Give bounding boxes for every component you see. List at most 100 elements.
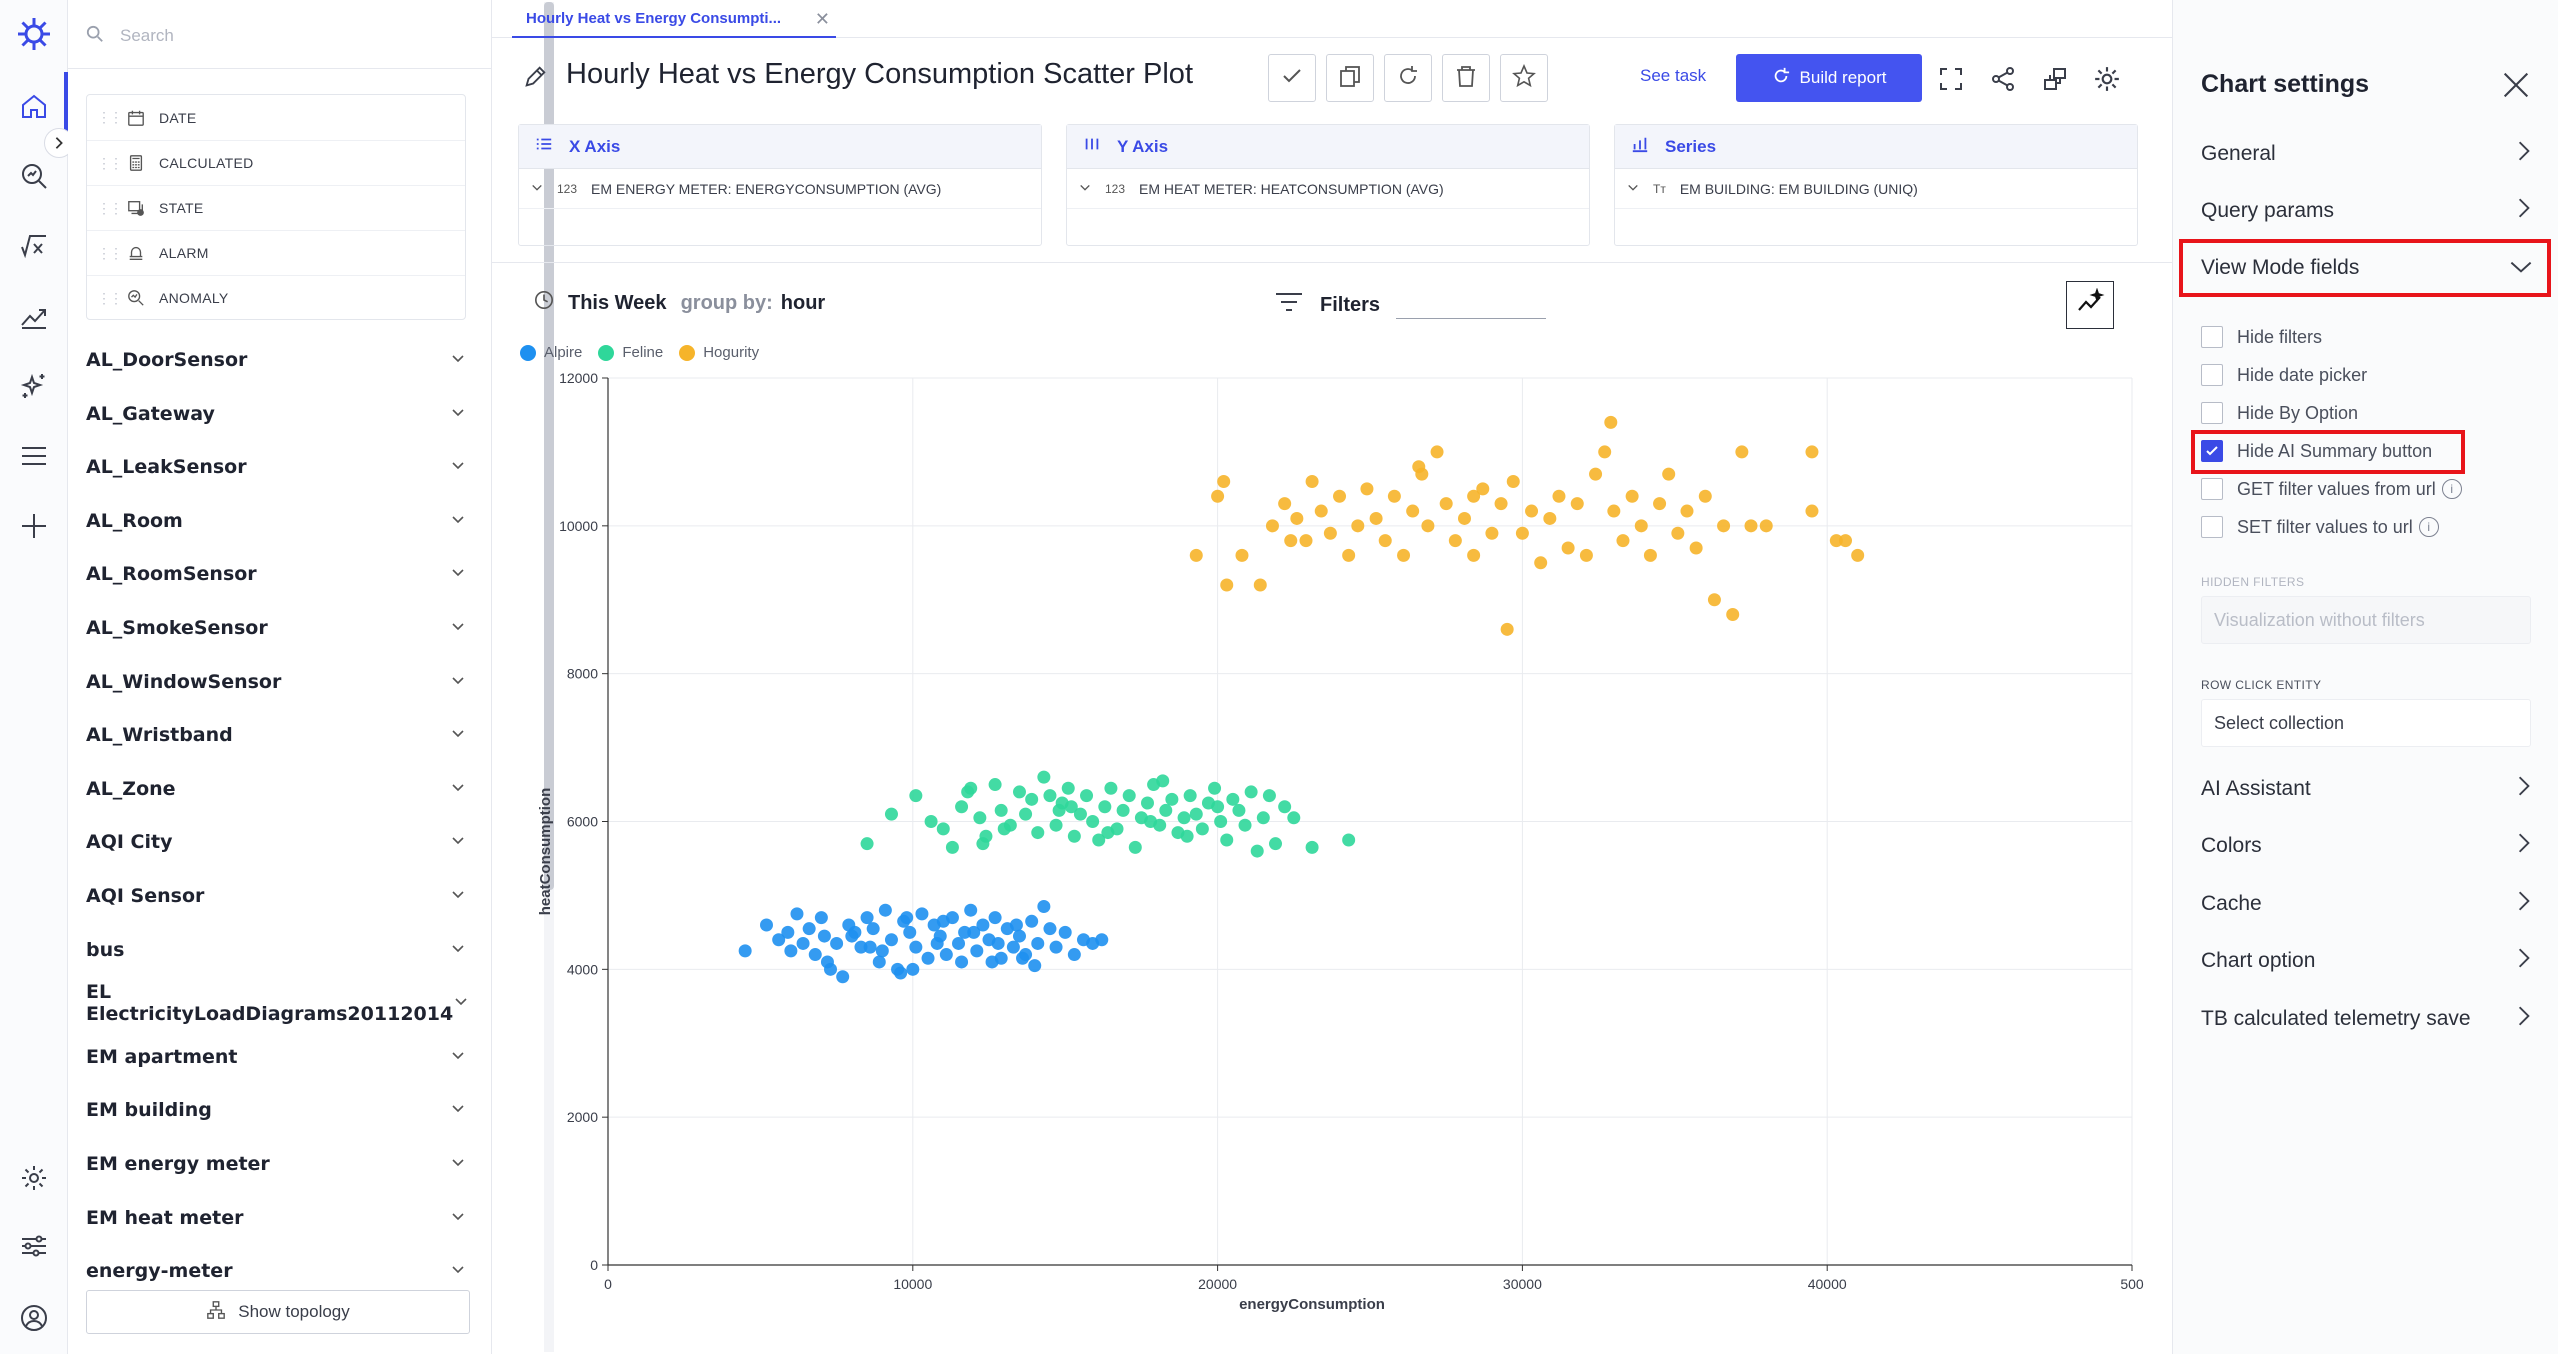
chevron-down-icon[interactable] <box>450 1046 466 1068</box>
close-tab-icon[interactable]: ✕ <box>814 9 830 29</box>
entity-group-item[interactable]: AL_LeakSensor <box>86 447 466 487</box>
page-title[interactable]: Hourly Heat vs Energy Consumption Scatte… <box>566 58 1193 90</box>
legend-item-alpire[interactable]: Alpire <box>520 344 582 361</box>
chevron-down-icon[interactable] <box>450 617 466 639</box>
filters-input-line[interactable] <box>1396 317 1547 319</box>
entity-group-item[interactable]: AL_Gateway <box>86 394 466 434</box>
build-report-button[interactable]: Build report <box>1736 54 1922 102</box>
home-icon[interactable] <box>14 86 54 126</box>
entity-group-item[interactable]: EM building <box>86 1090 466 1130</box>
chevron-down-icon[interactable] <box>450 831 466 853</box>
y-axis-field[interactable]: 123 EM HEAT METER: HEATCONSUMPTION (AVG) <box>1067 169 1589 209</box>
trend-chart-icon[interactable] <box>14 296 54 336</box>
entity-group-item[interactable]: EM apartment <box>86 1037 466 1077</box>
system-item-calculated[interactable]: ⋮⋮ CALCULATED <box>87 140 465 185</box>
chevron-down-icon[interactable] <box>450 510 466 532</box>
checkbox-set-filter-url[interactable]: SET filter values to url i <box>2201 516 2439 538</box>
section-tb-telemetry-save[interactable]: TB calculated telemetry save <box>2201 999 2531 1039</box>
drag-handle-icon[interactable]: ⋮⋮ <box>97 154 123 171</box>
info-icon[interactable]: i <box>2418 517 2439 537</box>
reset-button[interactable] <box>1384 54 1432 102</box>
row-click-select[interactable]: Select collection <box>2201 699 2531 747</box>
chevron-down-icon[interactable] <box>450 1099 466 1121</box>
info-icon[interactable]: i <box>2441 479 2462 499</box>
entity-group-item[interactable]: EL ElectricityLoadDiagrams20112014 <box>86 981 469 1025</box>
date-range-picker[interactable]: This Week group by: hour <box>534 290 825 316</box>
entity-group-item[interactable]: AL_Zone <box>86 769 466 809</box>
embed-widget-icon[interactable] <box>2038 62 2072 96</box>
settings-gear-icon[interactable] <box>14 1158 54 1198</box>
section-general[interactable]: General <box>2201 134 2531 174</box>
entity-group-item[interactable]: EM energy meter <box>86 1144 466 1184</box>
chevron-down-icon[interactable] <box>450 885 466 907</box>
share-icon[interactable] <box>1986 62 2020 96</box>
period-label[interactable]: This Week <box>568 291 667 314</box>
system-item-alarm[interactable]: ⋮⋮ ALARM <box>87 230 465 275</box>
chevron-down-icon[interactable] <box>450 456 466 478</box>
entity-group-item[interactable]: AQI City <box>86 822 466 862</box>
chevron-down-icon[interactable] <box>450 563 466 585</box>
checkbox[interactable] <box>2201 364 2223 386</box>
group-by-value[interactable]: hour <box>780 291 826 314</box>
system-item-state[interactable]: ⋮⋮ STATE <box>87 185 465 230</box>
tab-hourly-heat[interactable]: Hourly Heat vs Energy Consumpti... ✕ <box>512 0 836 38</box>
edit-pencil-icon[interactable] <box>522 64 550 92</box>
entity-group-item[interactable]: AQI Sensor <box>86 876 466 916</box>
entity-group-item[interactable]: AL_DoorSensor <box>86 340 466 380</box>
entity-group-item[interactable]: bus <box>86 930 466 970</box>
chevron-down-icon[interactable] <box>450 724 466 746</box>
sliders-icon[interactable] <box>14 1226 54 1266</box>
section-query-params[interactable]: Query params <box>2201 191 2531 231</box>
checkbox-hide-ai-summary[interactable]: Hide AI Summary button <box>2201 440 2432 462</box>
show-topology-button[interactable]: Show topology <box>86 1290 470 1334</box>
checkbox[interactable] <box>2201 478 2223 500</box>
drag-handle-icon[interactable]: ⋮⋮ <box>97 289 123 306</box>
checkbox-hide-by-option[interactable]: Hide By Option <box>2201 402 2358 424</box>
checkbox-get-filter-url[interactable]: GET filter values from url i <box>2201 478 2462 500</box>
chevron-down-icon[interactable] <box>453 992 469 1014</box>
chevron-down-icon[interactable] <box>450 403 466 425</box>
app-logo-icon[interactable] <box>14 14 54 54</box>
chevron-down-icon[interactable] <box>450 349 466 371</box>
checkbox[interactable] <box>2201 402 2223 424</box>
chevron-down-icon[interactable] <box>450 939 466 961</box>
chevron-down-icon[interactable] <box>1079 181 1091 197</box>
entity-group-item[interactable]: AL_Room <box>86 501 466 541</box>
menu-list-icon[interactable] <box>14 436 54 476</box>
favorite-button[interactable] <box>1500 54 1548 102</box>
chevron-down-icon[interactable] <box>450 1153 466 1175</box>
entity-group-item[interactable]: EM heat meter <box>86 1198 466 1238</box>
filters-control[interactable]: Filters <box>1274 290 1547 320</box>
checkbox[interactable] <box>2201 516 2223 538</box>
drag-handle-icon[interactable]: ⋮⋮ <box>97 244 123 261</box>
checkbox-checked[interactable] <box>2201 440 2223 462</box>
chevron-down-icon[interactable] <box>450 671 466 693</box>
entity-group-item[interactable]: AL_WindowSensor <box>86 662 466 702</box>
search-input[interactable] <box>104 18 424 54</box>
entity-group-item[interactable]: energy-meter <box>86 1251 466 1291</box>
section-ai-assistant[interactable]: AI Assistant <box>2201 769 2531 809</box>
checkbox-hide-filters[interactable]: Hide filters <box>2201 326 2322 348</box>
duplicate-button[interactable] <box>1326 54 1374 102</box>
ai-sparkle-icon[interactable] <box>14 366 54 406</box>
fullscreen-icon[interactable] <box>1934 62 1968 96</box>
plus-icon[interactable] <box>14 506 54 546</box>
ai-summary-button[interactable] <box>2066 281 2114 329</box>
checkbox[interactable] <box>2201 326 2223 348</box>
chevron-down-icon[interactable] <box>450 778 466 800</box>
sidebar-scrollbar-thumb[interactable] <box>544 2 554 890</box>
chevron-down-icon[interactable] <box>450 1260 466 1282</box>
close-panel-icon[interactable] <box>2499 68 2535 104</box>
section-colors[interactable]: Colors <box>2201 826 2531 866</box>
chevron-down-icon[interactable] <box>1627 181 1639 197</box>
entity-group-item[interactable]: AL_RoomSensor <box>86 554 466 594</box>
chevron-down-icon[interactable] <box>531 181 543 197</box>
delete-button[interactable] <box>1442 54 1490 102</box>
save-check-button[interactable] <box>1268 54 1316 102</box>
section-chart-option[interactable]: Chart option <box>2201 941 2531 981</box>
chevron-down-icon[interactable] <box>450 1207 466 1229</box>
user-profile-icon[interactable] <box>14 1298 54 1338</box>
x-axis-field[interactable]: 123 EM ENERGY METER: ENERGYCONSUMPTION (… <box>519 169 1041 209</box>
system-item-anomaly[interactable]: ⋮⋮ ANOMALY <box>87 275 465 320</box>
checkbox-hide-date-picker[interactable]: Hide date picker <box>2201 364 2367 386</box>
